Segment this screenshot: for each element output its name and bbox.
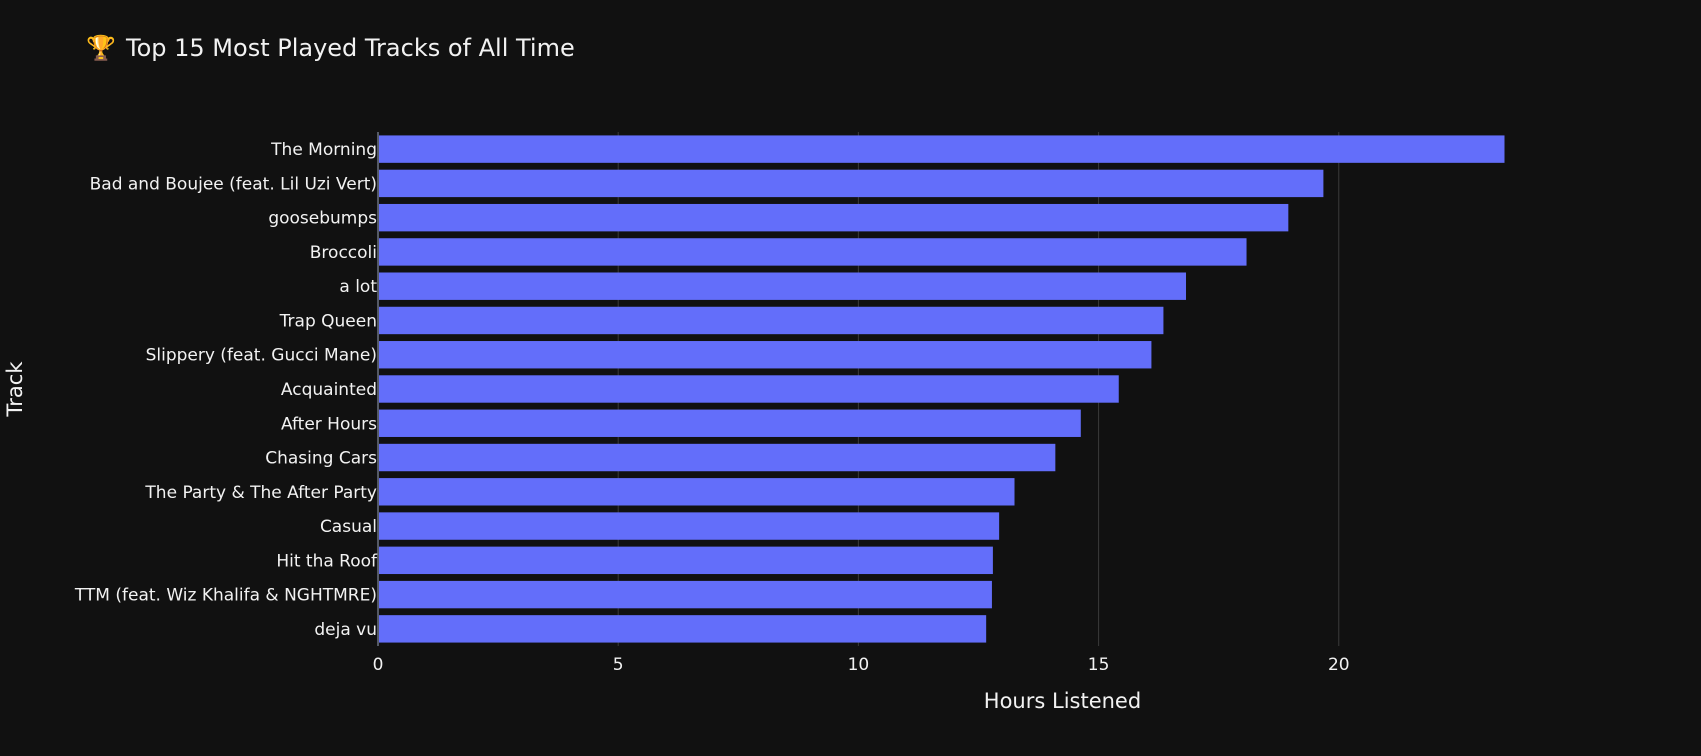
x-tick-label: 20 bbox=[1328, 655, 1350, 675]
y-tick-labels: The Morning Bad and Boujee (feat. Lil Uzi… bbox=[74, 140, 378, 640]
bar bbox=[378, 615, 987, 643]
bar bbox=[378, 443, 1056, 472]
y-tick-label: Trap Queen bbox=[279, 311, 377, 331]
chart-title-text: Top 15 Most Played Tracks of All Time bbox=[125, 34, 575, 62]
y-tick-label: The Morning bbox=[270, 140, 377, 160]
chart-title: 🏆 Top 15 Most Played Tracks of All Time bbox=[86, 34, 575, 62]
bar bbox=[378, 135, 1505, 163]
bar bbox=[378, 306, 1164, 335]
y-tick-label: deja vu bbox=[314, 620, 377, 640]
y-tick-label: Acquainted bbox=[281, 380, 377, 400]
bar bbox=[378, 341, 1152, 369]
y-tick-label: Slippery (feat. Gucci Mane) bbox=[146, 346, 377, 366]
x-tick-label: 0 bbox=[373, 655, 384, 675]
bar bbox=[378, 409, 1081, 437]
chart-title-icon: 🏆 bbox=[86, 34, 116, 62]
y-axis-title: Track bbox=[3, 361, 27, 418]
y-tick-label: TTM (feat. Wiz Khalifa & NGHTMRE) bbox=[74, 586, 377, 606]
y-tick-label: Hit tha Roof bbox=[276, 551, 378, 571]
y-tick-label: The Party & The After Party bbox=[144, 483, 377, 503]
bar bbox=[378, 512, 1000, 540]
bar bbox=[378, 203, 1289, 232]
bar bbox=[378, 546, 993, 575]
y-tick-label: Chasing Cars bbox=[265, 449, 377, 469]
bar bbox=[378, 375, 1119, 403]
y-tick-label: Bad and Boujee (feat. Lil Uzi Vert) bbox=[90, 174, 377, 194]
bar bbox=[378, 478, 1015, 506]
bar bbox=[378, 238, 1247, 266]
y-tick-label: After Hours bbox=[281, 414, 377, 434]
bar bbox=[378, 169, 1324, 198]
x-axis-title: Hours Listened bbox=[984, 689, 1141, 713]
y-tick-label: Broccoli bbox=[310, 243, 377, 263]
y-tick-label: goosebumps bbox=[268, 209, 377, 229]
x-tick-label: 10 bbox=[848, 655, 870, 675]
bar bbox=[378, 272, 1187, 300]
x-tick-labels: 0 5 10 15 20 bbox=[373, 655, 1350, 675]
bars bbox=[378, 135, 1505, 643]
y-tick-label: Casual bbox=[320, 517, 377, 537]
x-tick-label: 5 bbox=[613, 655, 624, 675]
y-tick-label: a lot bbox=[339, 277, 377, 297]
bar bbox=[378, 580, 992, 609]
x-tick-label: 15 bbox=[1088, 655, 1110, 675]
